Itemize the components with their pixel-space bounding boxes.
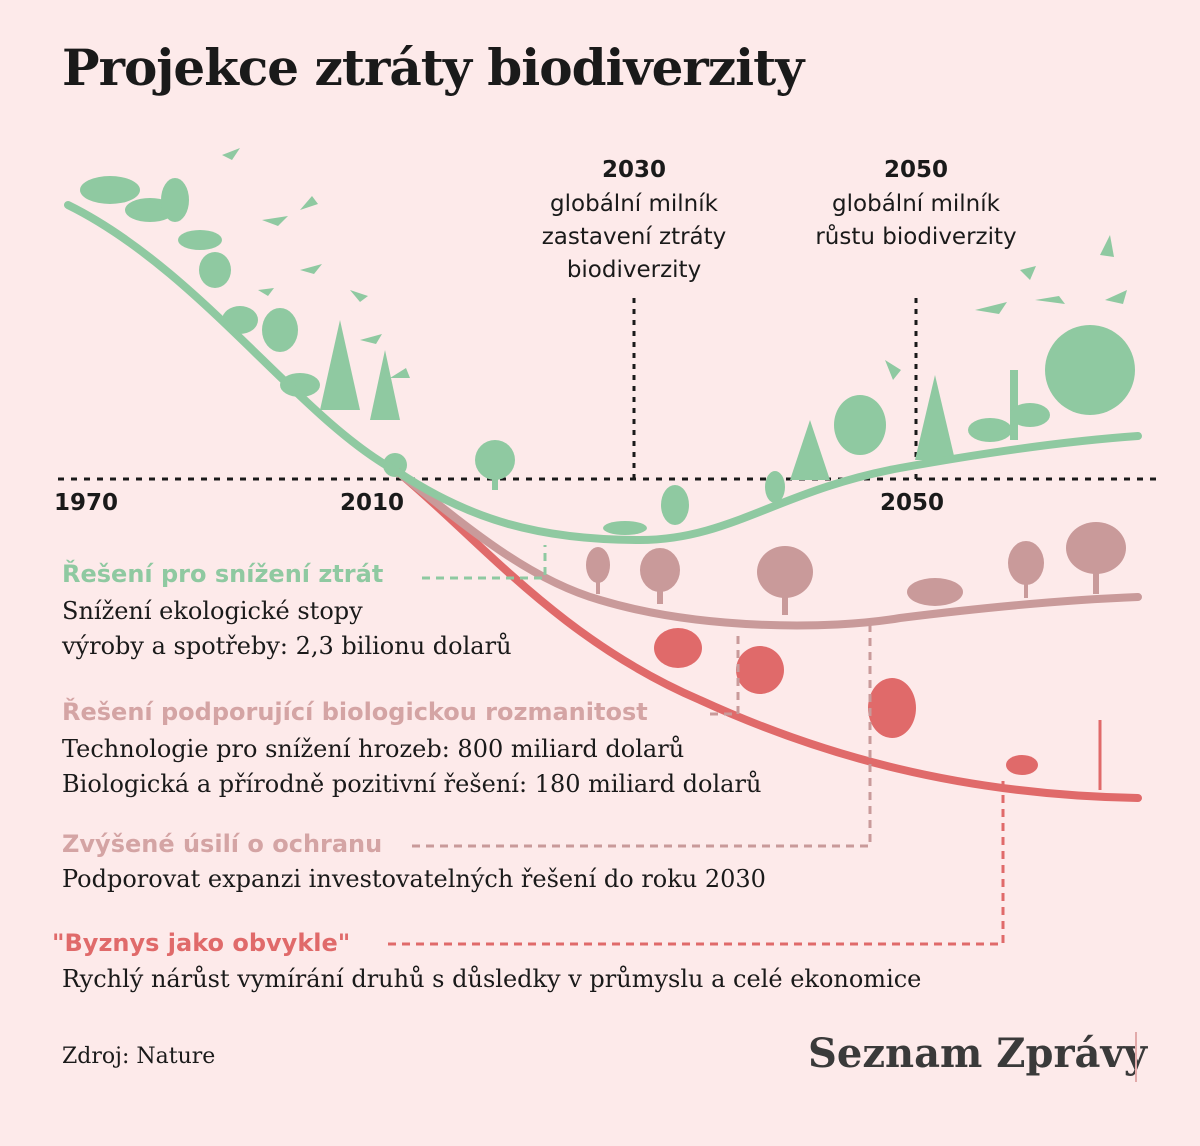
axis-label-1970: 1970 [54, 490, 119, 516]
milestone-2030-year: 2030 [601, 157, 666, 183]
connector-loss-reduction [422, 545, 547, 580]
connector-biodiversity-solutions [710, 630, 740, 716]
legend-title-business-as-usual: "Byznys jako obvykle" [52, 929, 351, 957]
legend-line: výroby a spotřeby: 2,3 bilionu dolarů [62, 632, 512, 660]
legend-text-biodiversity-solutions: Technologie pro snížení hrozeb: 800 mili… [62, 732, 761, 802]
page-title: Projekce ztráty biodiverzity [62, 38, 804, 97]
source-note: Zdroj: Nature [62, 1044, 216, 1069]
legend-line: Biologická a přírodně pozitivní řešení: … [62, 770, 762, 798]
milestone-text-line: globální milník [550, 191, 718, 217]
brand-logo: Seznam Zprávy [808, 1030, 1147, 1077]
milestone-2050-text: globální milník růstu biodiverzity [786, 188, 1046, 254]
connector-business-as-usual [388, 778, 1005, 946]
brand-divider [1135, 1032, 1137, 1082]
legend-title-loss-reduction: Řešení pro snížení ztrát [62, 560, 384, 588]
legend-title-biodiversity-solutions: Řešení podporující biologickou rozmanito… [62, 698, 648, 726]
curve-business-as-usual [394, 468, 1142, 802]
legend-line: Snížení ekologické stopy [62, 597, 363, 625]
wildlife-silhouettes-mauve [586, 522, 1126, 615]
legend-text-business-as-usual: Rychlý nárůst vymírání druhů s důsledky … [62, 962, 921, 997]
axis-label-2010: 2010 [340, 490, 405, 516]
milestone-text-line: růstu biodiverzity [815, 224, 1017, 250]
curve-loss-reduction [64, 201, 1142, 545]
milestone-text-line: globální milník [832, 191, 1000, 217]
milestone-2050-year: 2050 [883, 157, 948, 183]
legend-text-conservation: Podporovat expanzi investovatelných řeše… [62, 862, 766, 897]
legend-text-loss-reduction: Snížení ekologické stopy výroby a spotře… [62, 594, 512, 664]
legend-line: Rychlý nárůst vymírání druhů s důsledky … [62, 965, 922, 993]
legend-line: Podporovat expanzi investovatelných řeše… [62, 865, 766, 893]
milestone-text-line: biodiverzity [566, 257, 702, 283]
axis-label-2050: 2050 [880, 490, 945, 516]
legend-title-conservation: Zvýšené úsilí o ochranu [62, 830, 383, 858]
curve-biodiversity-solutions [394, 468, 1142, 630]
milestone-text-line: zastavení ztráty [541, 224, 727, 250]
connector-conservation [412, 625, 872, 848]
legend-line: Technologie pro snížení hrozeb: 800 mili… [62, 735, 685, 763]
milestone-2030-text: globální milník zastavení ztráty biodive… [504, 188, 764, 287]
wildlife-silhouettes-red [654, 628, 1102, 790]
